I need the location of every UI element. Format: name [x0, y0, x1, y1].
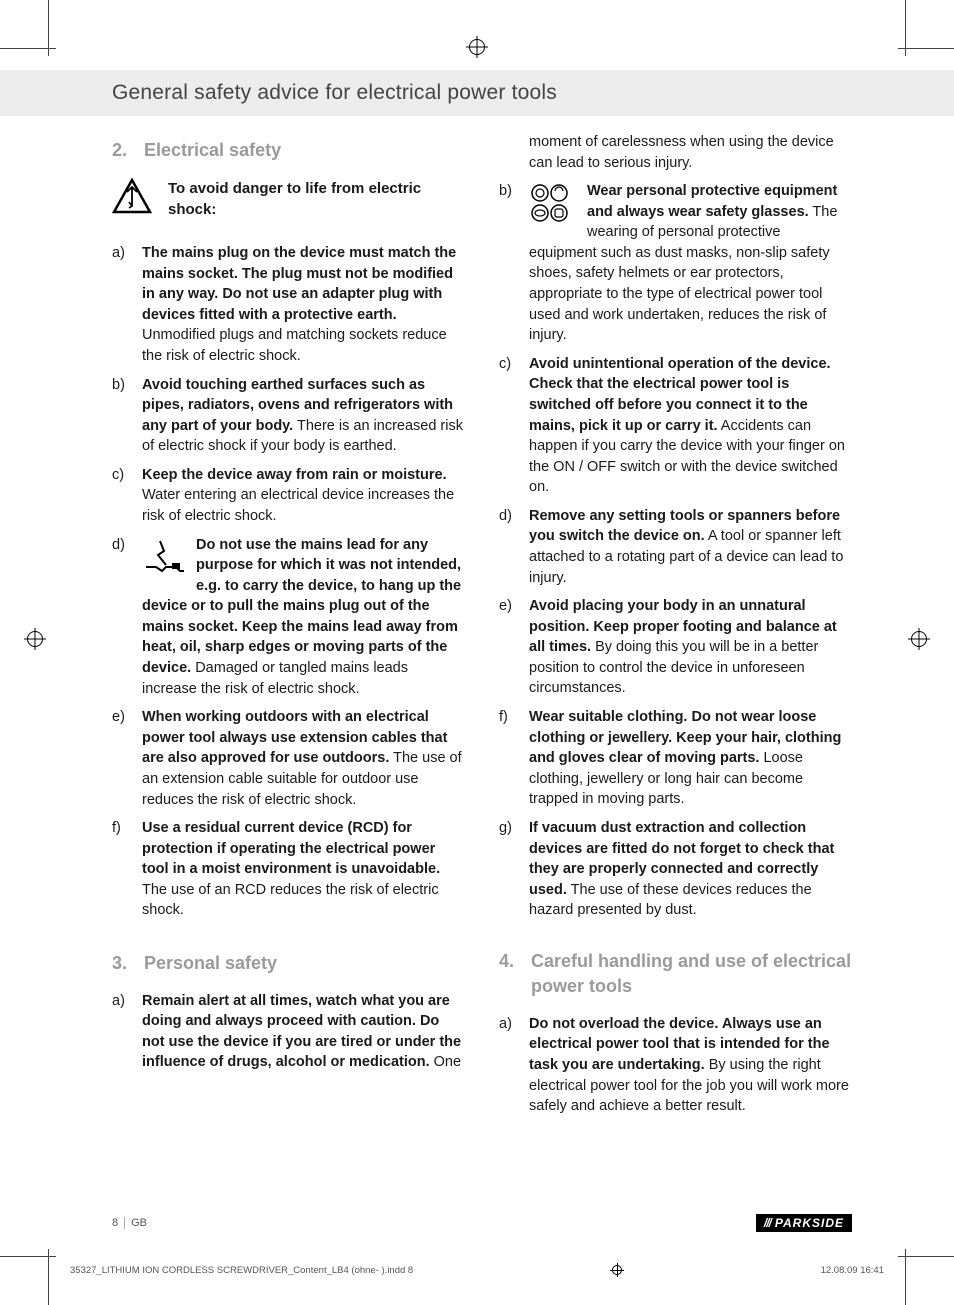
item-text: Do not use the mains lead for any purpos…: [142, 535, 465, 700]
imprint-line: 35327_LITHIUM ION CORDLESS SCREWDRIVER_C…: [70, 1263, 884, 1277]
item-label: d): [112, 535, 132, 700]
item-label: a): [112, 243, 132, 366]
warning-line: To avoid danger to life from electric sh…: [112, 178, 465, 222]
item-label: d): [499, 506, 519, 588]
imprint-file: 35327_LITHIUM ION CORDLESS SCREWDRIVER_C…: [70, 1265, 413, 1276]
page-header: General safety advice for electrical pow…: [0, 70, 954, 116]
item-text: The mains plug on the device must match …: [142, 243, 465, 366]
list-item: f) Use a residual current device (RCD) f…: [112, 818, 465, 921]
list-item: b) Wear personal protective equ: [499, 181, 852, 346]
manual-page: General safety advice for electrical pow…: [0, 0, 954, 1305]
item-text: Wear personal protective equipment and a…: [529, 181, 852, 346]
list-item: c) Avoid unintentional operation of the …: [499, 354, 852, 498]
list-s2: a) The mains plug on the device must mat…: [112, 243, 465, 921]
column-right: moment of carelessness when using the de…: [499, 132, 852, 1125]
crop-mark: [48, 1249, 49, 1305]
section-num: 4.: [499, 949, 521, 1000]
section-heading-4: 4. Careful handling and use of electrica…: [499, 949, 852, 1000]
registration-mark-icon: [610, 1263, 624, 1277]
item-label: b): [112, 375, 132, 457]
crop-mark: [0, 48, 56, 49]
item-text: Avoid placing your body in an unnatural …: [529, 596, 852, 699]
list-item: b) Avoid touching earthed surfaces such …: [112, 375, 465, 457]
section-title: Personal safety: [144, 951, 277, 977]
page-number: 8GB: [112, 1217, 147, 1229]
item-label: c): [112, 465, 132, 527]
content-columns: 2. Electrical safety To avoid danger to …: [112, 132, 852, 1125]
item-text: Use a residual current device (RCD) for …: [142, 818, 465, 921]
item-label: a): [112, 991, 132, 1073]
crop-mark: [898, 1256, 954, 1257]
list-s4: a) Do not overload the device. Always us…: [499, 1014, 852, 1117]
section-heading-2: 2. Electrical safety: [112, 138, 465, 164]
item-label: f): [112, 818, 132, 921]
list-item: d) Remove any setting tools or spanners …: [499, 506, 852, 588]
item-label: c): [499, 354, 519, 498]
item-text: Avoid touching earthed surfaces such as …: [142, 375, 465, 457]
section-title: Careful handling and use of electrical p…: [531, 949, 852, 1000]
registration-mark-icon: [908, 628, 930, 650]
section-title: Electrical safety: [144, 138, 281, 164]
crop-mark: [898, 48, 954, 49]
item-text: If vacuum dust extraction and collection…: [529, 818, 852, 921]
page-footer: 8GB /// PARKSIDE: [112, 1213, 852, 1233]
ppe-icon: [529, 183, 577, 223]
item-text: Remove any setting tools or spanners bef…: [529, 506, 852, 588]
crop-mark: [0, 1256, 56, 1257]
column-left: 2. Electrical safety To avoid danger to …: [112, 132, 465, 1125]
list-item: e) When working outdoors with an electri…: [112, 707, 465, 810]
list-s3-left: a) Remain alert at all times, watch what…: [112, 991, 465, 1073]
registration-mark-icon: [466, 36, 488, 58]
item-label: f): [499, 707, 519, 810]
list-item: d) Do not use the mains lead for any pur…: [112, 535, 465, 700]
list-s3-right: b) Wear personal protective equ: [499, 181, 852, 921]
item-text: Do not overload the device. Always use a…: [529, 1014, 852, 1117]
imprint-timestamp: 12.08.09 16:41: [821, 1265, 884, 1276]
item-label: a): [499, 1014, 519, 1117]
item-text: Wear suitable clothing. Do not wear loos…: [529, 707, 852, 810]
page-title: General safety advice for electrical pow…: [112, 81, 557, 105]
item-continuation: moment of carelessness when using the de…: [499, 132, 852, 173]
electric-plug-icon: [142, 537, 186, 577]
item-text: When working outdoors with an electrical…: [142, 707, 465, 810]
registration-mark-icon: [24, 628, 46, 650]
section-num: 3.: [112, 951, 134, 977]
list-item: a) Remain alert at all times, watch what…: [112, 991, 465, 1073]
warning-intro: To avoid danger to life from electric sh…: [168, 178, 465, 222]
brand-slashes-icon: ///: [764, 1216, 771, 1230]
list-item: c) Keep the device away from rain or moi…: [112, 465, 465, 527]
list-item: f) Wear suitable clothing. Do not wear l…: [499, 707, 852, 810]
list-item: g) If vacuum dust extraction and collect…: [499, 818, 852, 921]
item-text: Avoid unintentional operation of the dev…: [529, 354, 852, 498]
warning-triangle-icon: [112, 178, 152, 214]
crop-mark: [905, 1249, 906, 1305]
section-num: 2.: [112, 138, 134, 164]
list-item: e) Avoid placing your body in an unnatur…: [499, 596, 852, 699]
section-heading-3: 3. Personal safety: [112, 951, 465, 977]
item-label: g): [499, 818, 519, 921]
brand-name: PARKSIDE: [775, 1216, 844, 1230]
item-label: e): [499, 596, 519, 699]
item-text: Remain alert at all times, watch what yo…: [142, 991, 465, 1073]
brand-badge: /// PARKSIDE: [756, 1214, 852, 1232]
item-text: Keep the device away from rain or moistu…: [142, 465, 465, 527]
list-item: a) The mains plug on the device must mat…: [112, 243, 465, 366]
item-label: e): [112, 707, 132, 810]
item-label: b): [499, 181, 519, 346]
list-item: a) Do not overload the device. Always us…: [499, 1014, 852, 1117]
